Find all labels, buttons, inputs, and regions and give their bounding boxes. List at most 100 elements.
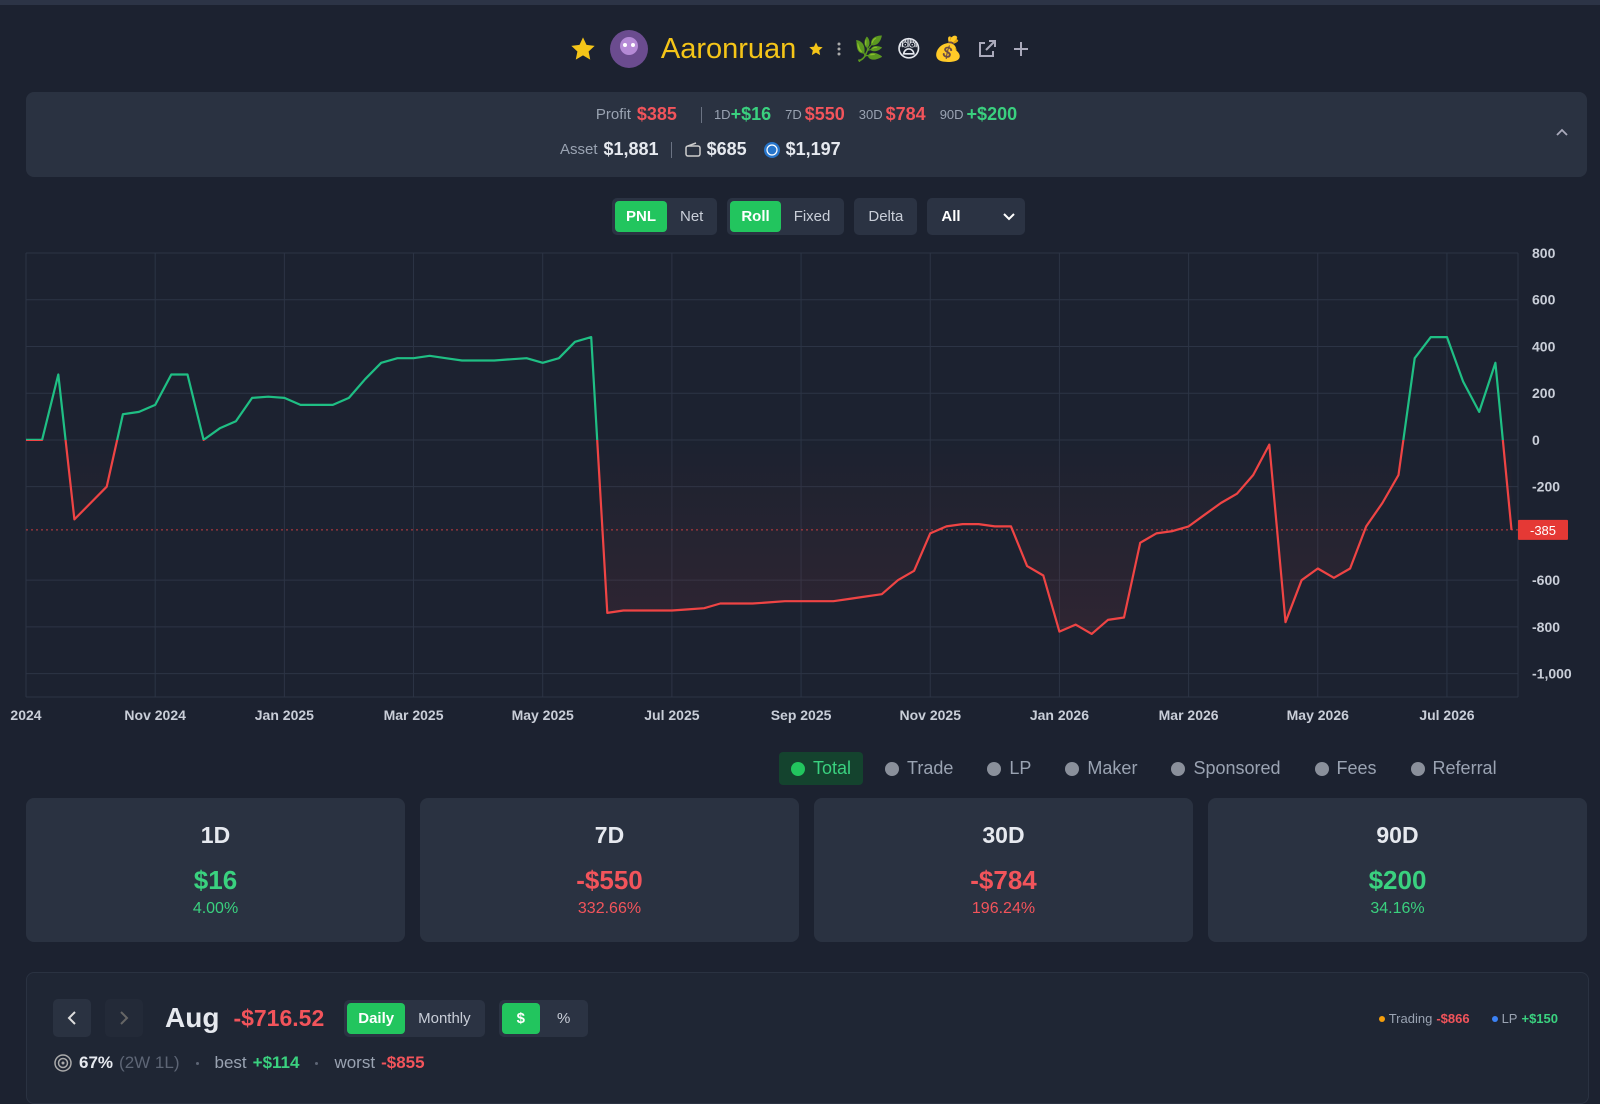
x-tick-label: Jan 2026 [1030,707,1089,723]
wallet-value: $685 [706,139,747,159]
filter-toggle[interactable]: Total [779,752,864,785]
trading-label: Trading [1388,1011,1433,1026]
fixed-button[interactable]: Fixed [793,208,831,225]
x-tick-label: Jul 2026 [1419,707,1474,723]
filter-label: Sponsored [1193,758,1281,778]
badge: 💰 [933,35,964,63]
filter-dot [1171,761,1186,776]
add-button[interactable] [1011,39,1031,59]
current-value-label: -385 [1530,523,1556,538]
filter-label: Total [813,758,852,778]
x-tick-label: Mar 2025 [384,707,444,723]
calendar-header: Aug -$716.52 Daily Monthly $ % [53,999,589,1037]
x-tick-label: Nov 2024 [124,707,186,723]
record: (2W 1L) [119,1053,180,1072]
filter-toggle[interactable]: Referral [1399,752,1509,785]
asset-row: Asset $1,881 $685 $1,197 [560,139,841,160]
x-tick-label: Jul 2025 [644,707,699,723]
lp-value: +$150 [1521,1011,1558,1026]
period-label: 90D [939,107,964,122]
external-link[interactable] [975,37,999,61]
period-label: 30D [858,107,883,122]
win-rate: 67% [79,1053,114,1072]
prev-month[interactable] [53,999,91,1037]
header: Aaronruan 🌿 😨 💰 [0,26,1600,72]
best-label: best [214,1053,247,1072]
filter-toggle[interactable]: Sponsored [1159,752,1292,785]
period-value: $784 [885,104,926,124]
current-value-badge [1518,519,1568,540]
x-tick-label: Jan 2025 [255,707,314,723]
card-value: -$784 [970,865,1037,895]
controls: PNL Net Roll Fixed Delta All [612,198,1026,235]
filter-label: LP [1009,758,1032,778]
separator-dot [315,1061,319,1065]
collapse-toggle[interactable] [1555,127,1569,137]
pnl-line [26,336,1513,635]
y-tick-label: -800 [1532,619,1560,635]
card-value: -$550 [576,865,643,895]
card-percent: 332.66% [577,900,642,917]
card-period: 90D [1376,822,1419,848]
pnl-button[interactable]: PNL [615,201,667,232]
more-menu[interactable] [836,41,842,57]
calendar-panel: Aug -$716.52 Daily Monthly $ % Trading -… [26,972,1589,1104]
y-tick-label: 0 [1532,432,1540,448]
chevron-right [120,1011,129,1025]
avatar [609,30,648,68]
delta-button[interactable]: Delta [868,208,904,225]
range-value: All [941,208,961,225]
favorite-star[interactable] [569,35,597,63]
separator-dot [195,1061,199,1065]
card-value: $200 [1368,865,1427,895]
filter-toggle[interactable]: Trade [873,752,965,785]
filter-toggle[interactable]: Maker [1053,752,1149,785]
stat-card: 90D $200 34.16% [1208,798,1587,942]
card-period: 30D [982,822,1025,848]
x-tick-label: May 2026 [1287,707,1349,723]
y-tick-label: 600 [1532,292,1556,308]
percent-button[interactable]: % [556,1009,571,1027]
y-tick-label: -200 [1532,479,1560,495]
monthly-button[interactable]: Monthly [418,1009,471,1027]
pnl-chart: 800 600 400 200 0 -200 -600 -800 -1,000 2024 Nov 2… [10,245,1572,723]
dollar-button[interactable]: $ [501,1002,540,1034]
dropdown-arrow [1003,212,1016,220]
chevron-left [67,1011,76,1025]
card-percent: 196.24% [971,900,1036,917]
lp-dot [1491,1015,1498,1022]
worst-label: worst [334,1053,376,1072]
x-tick-label: 2024 [10,707,41,723]
asset-value: $1,881 [603,139,659,159]
stat-card: 7D -$550 332.66% [420,798,799,942]
target-icon [54,1054,72,1072]
next-month[interactable] [105,999,143,1037]
roll-button[interactable]: Roll [730,201,781,232]
y-tick-label: -1,000 [1532,666,1572,682]
verified-star [809,42,823,56]
filter-bar: Total Trade LP Maker Sponsored Fees Referral [779,752,1509,785]
stable-value: $1,197 [785,139,841,159]
username[interactable]: Aaronruan [660,32,797,65]
y-tick-label: 800 [1532,245,1556,261]
negative-area [26,337,1512,634]
period-value: +$200 [966,104,1018,124]
period-value: +$16 [730,104,772,124]
trading-dot [1378,1015,1385,1022]
filter-toggle[interactable]: Fees [1303,752,1389,785]
range-select[interactable]: All [927,198,1026,235]
filter-toggle[interactable]: LP [975,752,1043,785]
daily-button[interactable]: Daily [347,1002,406,1034]
delta-toggle: Delta [854,198,918,235]
y-tick-label: 200 [1532,385,1556,401]
filter-dot [885,761,900,776]
filter-dot [1065,761,1080,776]
x-tick-label: May 2025 [512,707,574,723]
profit-row: Profit $385 1D +$16 7D $550 30D $784 90D… [26,104,1587,125]
y-tick-label: 400 [1532,338,1556,354]
top-bar [0,0,1600,5]
net-button[interactable]: Net [680,208,704,225]
worst-value: -$855 [381,1053,425,1072]
card-percent: 4.00% [192,900,239,917]
